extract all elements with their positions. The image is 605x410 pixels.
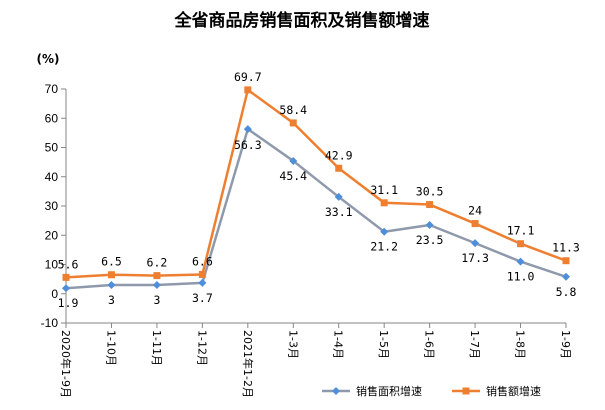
series-line-area xyxy=(65,127,567,290)
data-point-square xyxy=(107,271,115,279)
series-lines xyxy=(62,86,570,293)
y-tick-label: 0 xyxy=(51,287,58,301)
data-label: 56.3 xyxy=(234,138,262,152)
data-label: 1.9 xyxy=(58,296,79,310)
x-tick-label: 1-7月 xyxy=(468,330,481,359)
data-label: 42.9 xyxy=(325,148,353,162)
y-tick-label: 70 xyxy=(45,82,59,96)
data-label: 21.2 xyxy=(370,240,398,254)
data-label: 24 xyxy=(468,204,482,218)
data-point-square xyxy=(380,199,388,207)
series-line-amount xyxy=(65,88,567,279)
data-point-square xyxy=(426,201,434,209)
x-tick-label: 1-6月 xyxy=(423,330,436,359)
y-tick-label: -10 xyxy=(41,316,59,330)
x-tick-label: 1-5月 xyxy=(377,330,390,359)
data-point-diamond xyxy=(152,280,161,289)
y-axis-unit-label: (%) xyxy=(37,52,60,66)
x-tick-label: 1-9月 xyxy=(559,330,572,359)
legend: 销售面积增速 销售额增速 xyxy=(322,384,541,398)
legend-label: 销售面积增速 xyxy=(356,384,422,398)
data-point-square xyxy=(198,270,206,278)
data-point-diamond xyxy=(198,278,207,287)
x-tick-label: 1-4月 xyxy=(332,330,345,359)
data-label: 31.1 xyxy=(370,183,398,197)
y-tick-label: 60 xyxy=(45,111,59,125)
data-point-square xyxy=(244,86,252,94)
legend-marker-diamond xyxy=(332,387,340,395)
data-label: 3 xyxy=(153,293,160,307)
data-point-square xyxy=(517,240,525,248)
x-tick-label: 1-11月 xyxy=(150,330,163,366)
legend-label: 销售额增速 xyxy=(486,384,541,398)
data-point-diamond xyxy=(334,192,343,201)
data-label: 6.6 xyxy=(192,254,213,268)
data-labels: 1.9 3 3 3.7 56.3 45.4 33.1 21.2 23.5 17.3 11.0 5.8 5… xyxy=(58,70,580,310)
data-label: 11.3 xyxy=(552,241,580,255)
y-tick-label: 50 xyxy=(45,141,59,155)
data-label: 3.7 xyxy=(192,291,213,305)
data-point-diamond xyxy=(62,284,70,293)
data-label: 23.5 xyxy=(416,233,444,247)
data-label: 58.4 xyxy=(279,103,307,117)
axes: -10 0 10 20 30 40 50 60 70 2020年1-9月 1-10月 1-11月 1-1… xyxy=(41,82,572,398)
data-point-diamond xyxy=(380,227,389,236)
data-point-diamond xyxy=(243,125,252,134)
data-point-square xyxy=(153,272,161,280)
data-point-square xyxy=(62,273,70,281)
data-point-diamond xyxy=(425,221,434,230)
data-point-diamond xyxy=(516,257,525,266)
data-point-diamond xyxy=(289,156,298,165)
y-tick-label: 40 xyxy=(45,170,59,184)
data-label: 3 xyxy=(108,293,115,307)
data-label: 5.6 xyxy=(58,257,79,271)
y-tick-label: 30 xyxy=(45,199,59,213)
x-tick-label: 2021年1-2月 xyxy=(241,330,255,398)
x-tick-label: 1-10月 xyxy=(104,330,117,366)
data-label: 6.2 xyxy=(147,256,168,270)
data-point-diamond xyxy=(562,272,570,281)
data-label: 17.3 xyxy=(461,251,489,265)
data-label: 33.1 xyxy=(325,205,353,219)
data-point-diamond xyxy=(471,239,480,248)
data-point-diamond xyxy=(107,280,116,289)
data-label: 69.7 xyxy=(234,70,262,84)
data-point-square xyxy=(471,220,479,228)
y-tick-label: 10 xyxy=(45,258,59,272)
data-label: 11.0 xyxy=(507,270,535,284)
chart-title: 全省商品房销售面积及销售额增速 xyxy=(174,10,430,31)
data-point-square xyxy=(289,119,297,127)
data-point-square xyxy=(562,257,570,265)
data-point-square xyxy=(335,164,343,172)
x-tick-label: 1-12月 xyxy=(195,330,208,366)
data-label: 45.4 xyxy=(279,169,307,183)
x-tick-label: 2020年1-9月 xyxy=(59,330,73,398)
data-label: 30.5 xyxy=(416,185,444,199)
data-label: 5.8 xyxy=(556,285,577,299)
x-tick-label: 1-8月 xyxy=(514,330,527,359)
y-tick-label: 20 xyxy=(45,228,59,242)
legend-marker-square xyxy=(462,387,470,395)
data-label: 17.1 xyxy=(507,224,535,238)
data-label: 6.5 xyxy=(101,255,122,269)
x-tick-label: 1-3月 xyxy=(286,330,299,359)
